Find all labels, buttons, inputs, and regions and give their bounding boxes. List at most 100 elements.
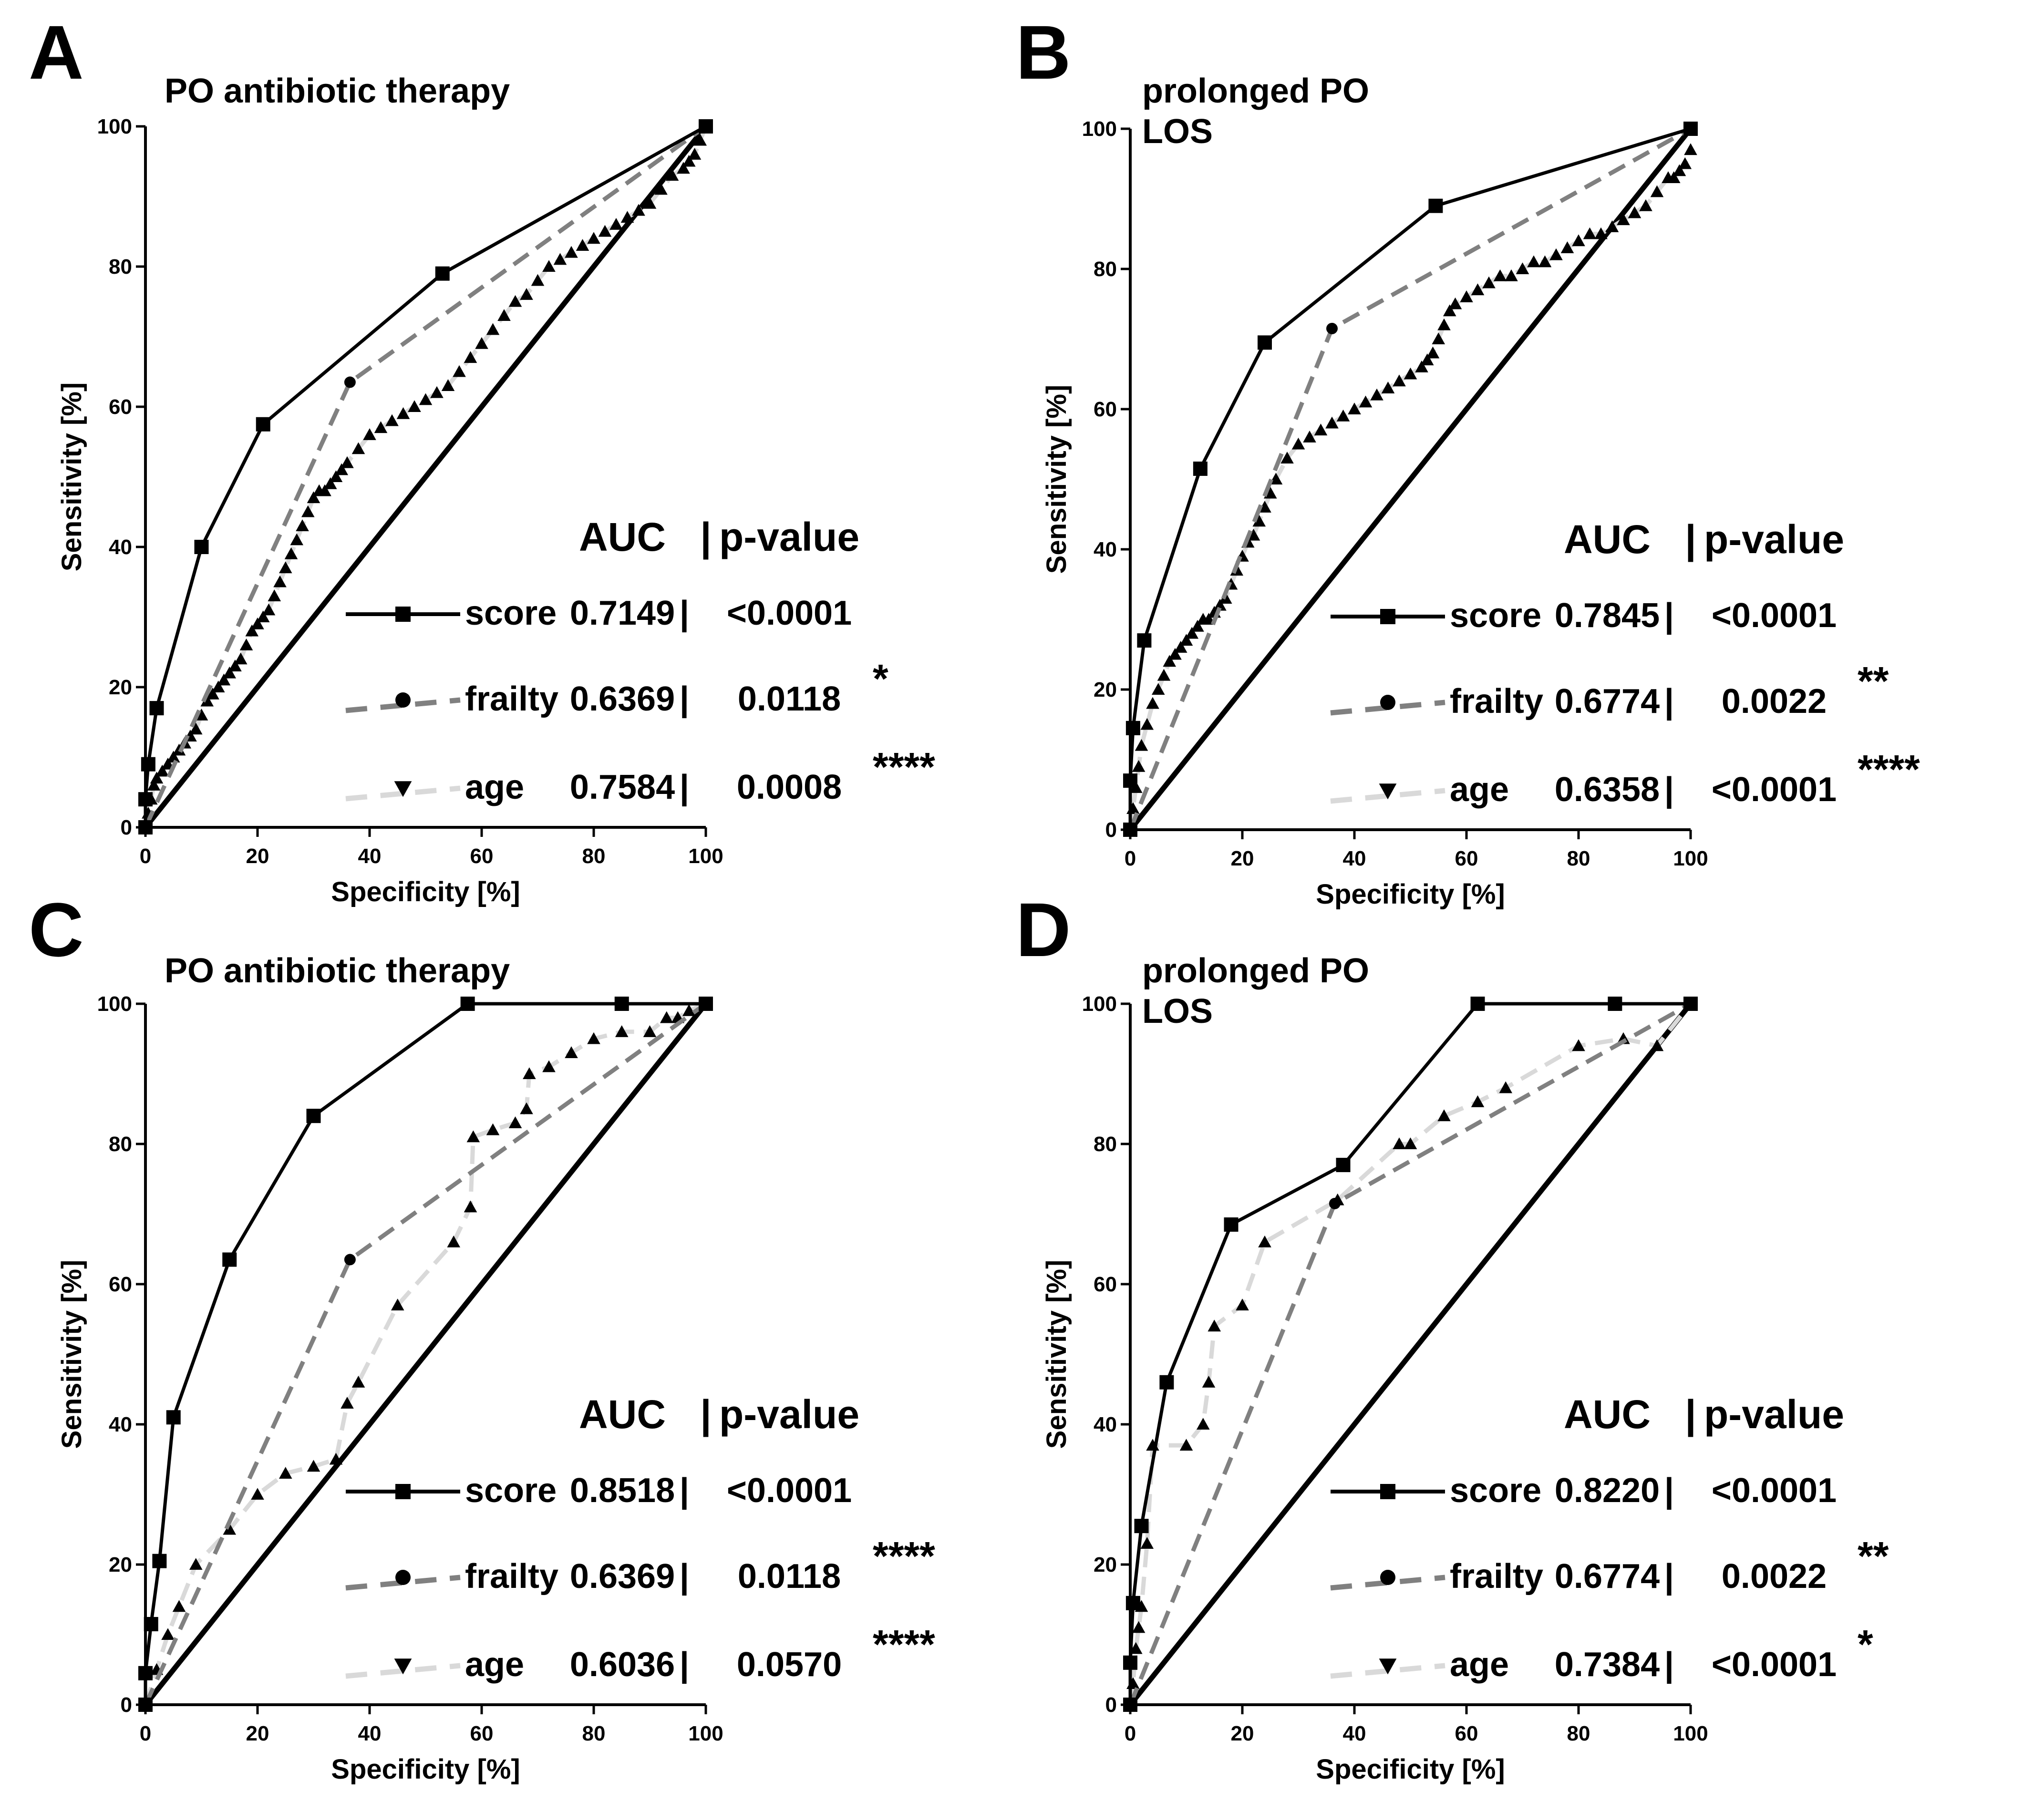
point-age (385, 414, 399, 426)
legend-sep-age: | (680, 1646, 689, 1684)
legend-sep-age: | (680, 768, 689, 806)
legend-stars-age: **** (873, 744, 935, 789)
point-age (508, 1116, 522, 1128)
point-age (1639, 199, 1652, 211)
point-age (1482, 276, 1496, 288)
legend-header-pvalue: p-value (719, 1392, 859, 1437)
point-age (1516, 262, 1529, 275)
y-tick-label: 60 (1094, 398, 1117, 421)
legend-marker-age (1379, 783, 1397, 800)
reference-diagonal (143, 1002, 708, 1707)
legend-stars-age: * (1858, 1622, 1873, 1667)
y-tick-label: 40 (109, 535, 132, 559)
point-age (486, 323, 500, 335)
legend-pvalue-score: <0.0001 (1712, 1472, 1837, 1510)
y-tick-label: 40 (1094, 538, 1117, 561)
point-age (447, 1236, 461, 1247)
point-score (1683, 122, 1698, 136)
point-age (587, 1032, 600, 1044)
point-age (620, 211, 634, 223)
point-age (1667, 171, 1681, 183)
point-age (363, 428, 376, 440)
legend-line-frailty (345, 697, 461, 713)
legend-header-sep: | (1685, 517, 1696, 562)
point-age (1527, 255, 1540, 268)
y-tick-label: 60 (109, 395, 132, 419)
point-score (1137, 633, 1152, 648)
point-score (1224, 1217, 1239, 1232)
x-tick-label: 60 (1455, 847, 1478, 870)
point-age (211, 680, 225, 693)
point-age (223, 666, 237, 679)
y-tick-label: 0 (121, 1693, 132, 1717)
legend-line-frailty (345, 1575, 461, 1591)
point-age (1594, 227, 1608, 239)
legend-marker-score (1380, 609, 1395, 624)
point-score (138, 820, 153, 834)
point-score (138, 1698, 153, 1712)
point-age (486, 1123, 500, 1135)
point-age (251, 617, 264, 629)
point-age (273, 575, 287, 587)
point-age (576, 239, 589, 251)
legend-auc-score: 0.7845 (1555, 597, 1660, 635)
point-age (1191, 619, 1204, 632)
x-tick-label: 60 (470, 844, 494, 868)
legend-header-auc: AUC (1564, 1392, 1651, 1437)
point-age (262, 603, 276, 616)
point-age (161, 1628, 175, 1640)
legend-line-age (1330, 788, 1445, 804)
point-age (147, 779, 161, 791)
legend-name-score: score (465, 1472, 557, 1510)
point-age (268, 589, 281, 601)
point-age (256, 610, 270, 623)
legend-marker-score (395, 1484, 411, 1499)
legend-auc-score: 0.7149 (570, 594, 675, 632)
legend-header-pvalue: p-value (719, 515, 859, 559)
legend-pvalue-frailty: 0.0118 (738, 680, 841, 718)
point-age (1460, 290, 1473, 302)
legend-sep-score: | (1664, 597, 1674, 635)
point-age (1179, 634, 1193, 646)
legend-pvalue-frailty: 0.0118 (738, 1557, 841, 1596)
point-age (155, 764, 169, 777)
legend-marker-score (1380, 1484, 1395, 1499)
point-age (391, 1298, 404, 1311)
legend-pvalue-score: <0.0001 (727, 1472, 852, 1510)
y-axis-label: Sensitivity [%] (56, 1260, 87, 1449)
point-score (1428, 198, 1443, 213)
legend-name-age: age (1450, 1646, 1509, 1684)
legend-header-auc: AUC (1564, 517, 1651, 562)
point-age (1471, 1095, 1485, 1107)
point-score (152, 1554, 167, 1568)
point-age (1370, 388, 1383, 401)
point-age (1493, 269, 1507, 281)
point-age (1236, 1298, 1249, 1311)
x-axis-label: Specificity [%] (1316, 879, 1505, 910)
x-tick-label: 20 (1231, 847, 1254, 870)
point-age (1471, 283, 1485, 296)
point-age (1146, 697, 1159, 709)
point-age (217, 673, 231, 686)
legend-sep-frailty: | (680, 1557, 689, 1596)
legend-line-frailty (1330, 700, 1445, 716)
reference-diagonal (1128, 127, 1693, 832)
point-age (351, 442, 365, 454)
point-score (1193, 461, 1208, 476)
point-age (1174, 641, 1187, 653)
point-age (1213, 598, 1227, 611)
point-age (1252, 515, 1266, 527)
legend-auc-score: 0.8518 (570, 1472, 675, 1510)
point-age (251, 1488, 264, 1500)
y-tick-label: 60 (109, 1273, 132, 1296)
point-score (1470, 997, 1485, 1011)
point-age (660, 1011, 673, 1023)
series-line-score (144, 1002, 706, 1705)
panel-letter: C (29, 887, 84, 972)
legend-auc-age: 0.7584 (570, 768, 675, 806)
x-tick-label: 0 (1125, 1722, 1136, 1745)
y-tick-label: 20 (109, 676, 132, 699)
legend-name-frailty: frailty (465, 1557, 558, 1596)
legend-header-sep: | (700, 515, 712, 560)
y-axis-label: Sensitivity [%] (1041, 1260, 1072, 1449)
